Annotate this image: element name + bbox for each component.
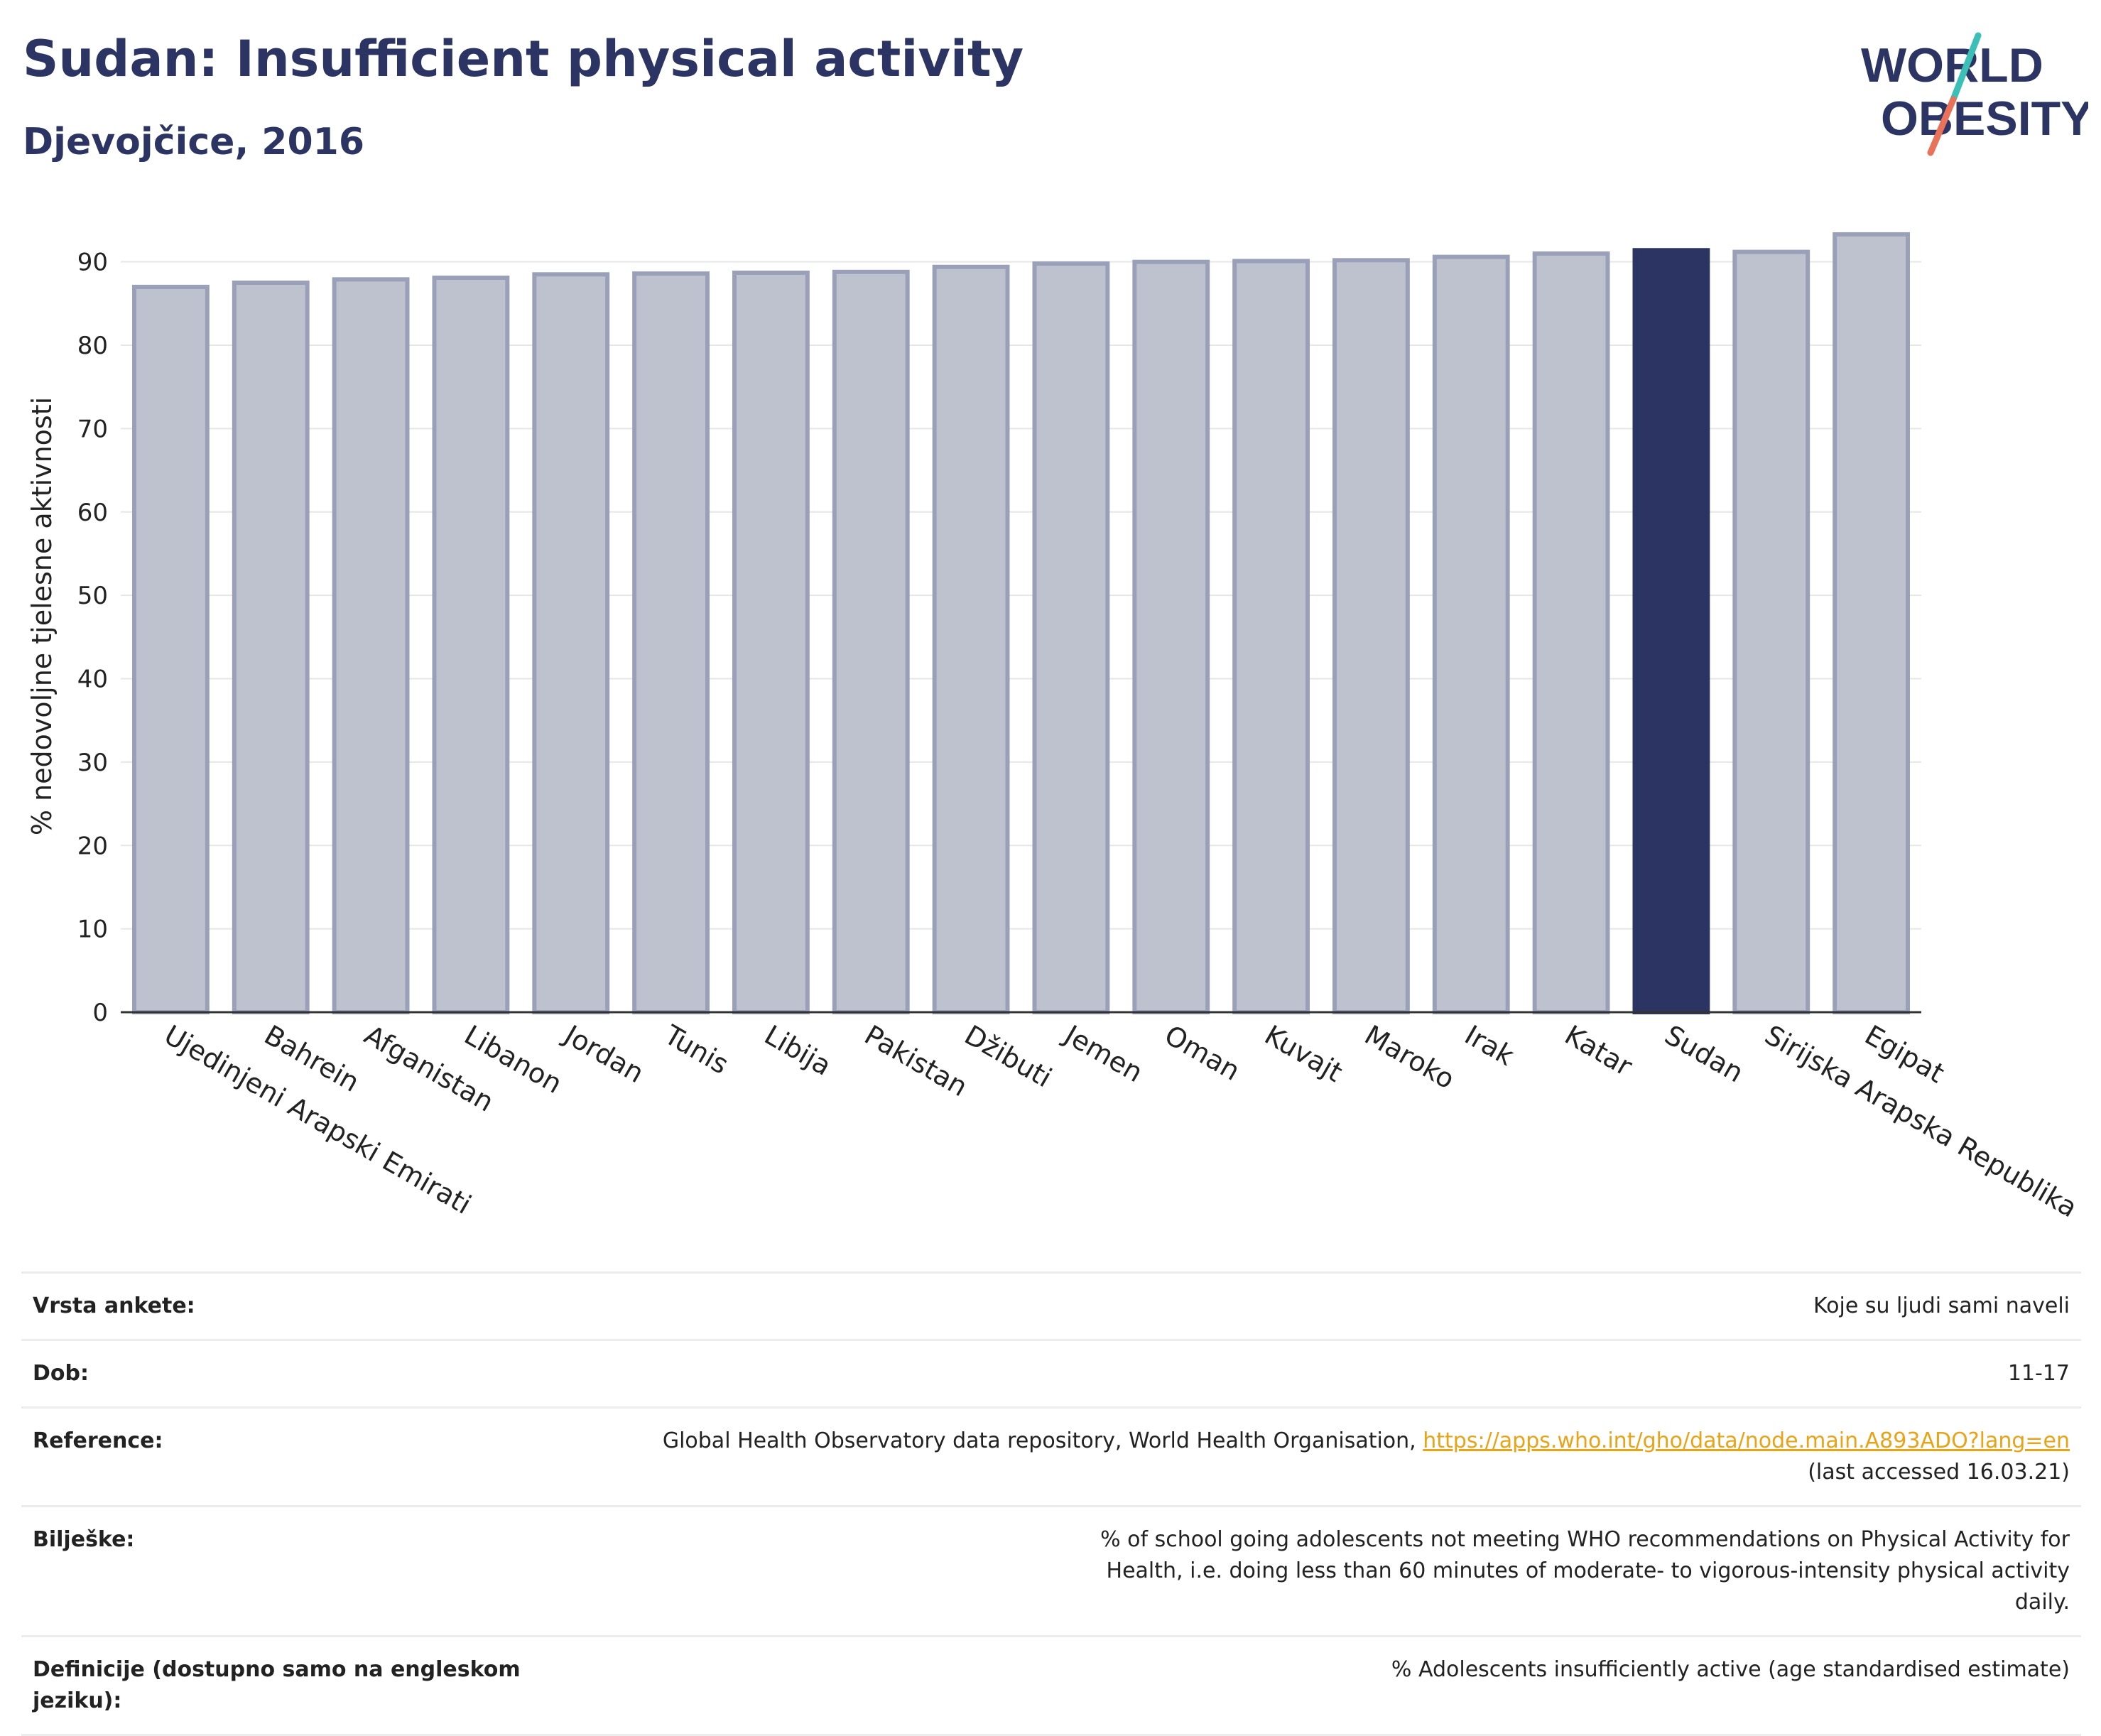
survey-value: Koje su ljudi sami naveli [1813, 1293, 2070, 1318]
age-label: Dob: [33, 1361, 89, 1386]
bar-chart: 0 10 20 30 40 50 60 70 80 90 % nedovoljne tjelesne… [26, 232, 2083, 1224]
bar [1332, 258, 1410, 1015]
notes-label: Bilješke: [33, 1527, 135, 1552]
chart-subtitle: Djevojčice, 2016 [23, 121, 365, 163]
y-tick-label: 70 [77, 415, 108, 443]
y-tick-label: 80 [77, 332, 108, 360]
x-tick-label: Džibuti [960, 1019, 1058, 1094]
reference-text: Global Health Observatory data repositor… [662, 1428, 1416, 1453]
bar [1032, 261, 1110, 1014]
y-tick-label: 30 [77, 749, 108, 777]
reference-label: Reference: [33, 1428, 163, 1453]
y-tick-label: 0 [92, 999, 108, 1027]
bar [1132, 259, 1210, 1014]
bar [732, 270, 810, 1014]
x-tick-label: Sudan [1659, 1019, 1749, 1089]
x-tick-label: Maroko [1359, 1019, 1460, 1095]
y-tick-label: 50 [77, 582, 108, 610]
x-tick-label: Tunis [658, 1019, 734, 1080]
meta-row-definition: Definicije (dostupno samo na engleskom j… [21, 1635, 2081, 1736]
y-tick-label: 90 [77, 249, 108, 277]
definition-label: Definicije (dostupno samo na engleskom j… [33, 1657, 521, 1713]
world-obesity-logo: WORLD OBESITY [1861, 32, 2088, 156]
metadata-table: Vrsta ankete: Koje su ljudi sami naveli … [21, 1271, 2081, 1736]
meta-row-survey: Vrsta ankete: Koje su ljudi sami naveli [21, 1271, 2081, 1339]
x-tick-label: Jemen [1058, 1019, 1149, 1089]
y-tick-label: 40 [77, 666, 108, 694]
logo-word-world: WORLD [1861, 38, 2043, 92]
x-tick-label: Libija [759, 1019, 837, 1082]
bar [532, 272, 610, 1015]
bar [332, 277, 410, 1015]
meta-row-notes: Bilješke: % of school going adolescents … [21, 1505, 2081, 1635]
chart-title: Sudan: Insufficient physical activity [23, 30, 1024, 88]
x-tick-label: Oman [1159, 1019, 1245, 1087]
logo-word-obesity: OBESITY [1881, 92, 2088, 146]
y-axis-label: % nedovoljne tjelesne aktivnosti [26, 397, 58, 835]
y-tick-label: 10 [77, 916, 108, 944]
survey-label: Vrsta ankete: [33, 1293, 195, 1318]
bar [1833, 232, 1910, 1014]
logo-slash-teal [1950, 32, 1982, 103]
x-tick-label: Katar [1560, 1019, 1638, 1083]
meta-row-reference: Reference: Global Health Observatory dat… [21, 1406, 2081, 1505]
bar [1632, 248, 1710, 1014]
bar [1232, 259, 1310, 1015]
bar [932, 264, 1010, 1014]
y-tick-label: 60 [77, 499, 108, 527]
bar [632, 271, 710, 1014]
bar [1532, 251, 1610, 1014]
bar [132, 284, 210, 1015]
reference-link[interactable]: https://apps.who.int/gho/data/node.main.… [1423, 1428, 2070, 1453]
reference-value: Global Health Observatory data repositor… [544, 1426, 2070, 1488]
x-tick-label: Irak [1460, 1019, 1519, 1072]
bar [432, 275, 510, 1014]
bar [232, 281, 310, 1014]
bar [1732, 249, 1810, 1015]
logo-slash-coral [1927, 96, 1957, 156]
notes-value: % of school going adolescents not meetin… [1100, 1527, 2070, 1615]
meta-row-age: Dob: 11-17 [21, 1339, 2081, 1406]
y-tick-label: 20 [77, 832, 108, 860]
x-tick-label: Kuvajt [1259, 1019, 1347, 1088]
x-tick-label: Jordan [558, 1019, 649, 1090]
definition-value: % Adolescents insufficiently active (age… [1391, 1657, 2070, 1682]
x-tick-label: Pakistan [859, 1019, 973, 1103]
bar [1432, 254, 1510, 1015]
age-value: 11-17 [2007, 1361, 2070, 1386]
reference-accessed: (last accessed 16.03.21) [1808, 1460, 2070, 1485]
bar [832, 269, 910, 1014]
